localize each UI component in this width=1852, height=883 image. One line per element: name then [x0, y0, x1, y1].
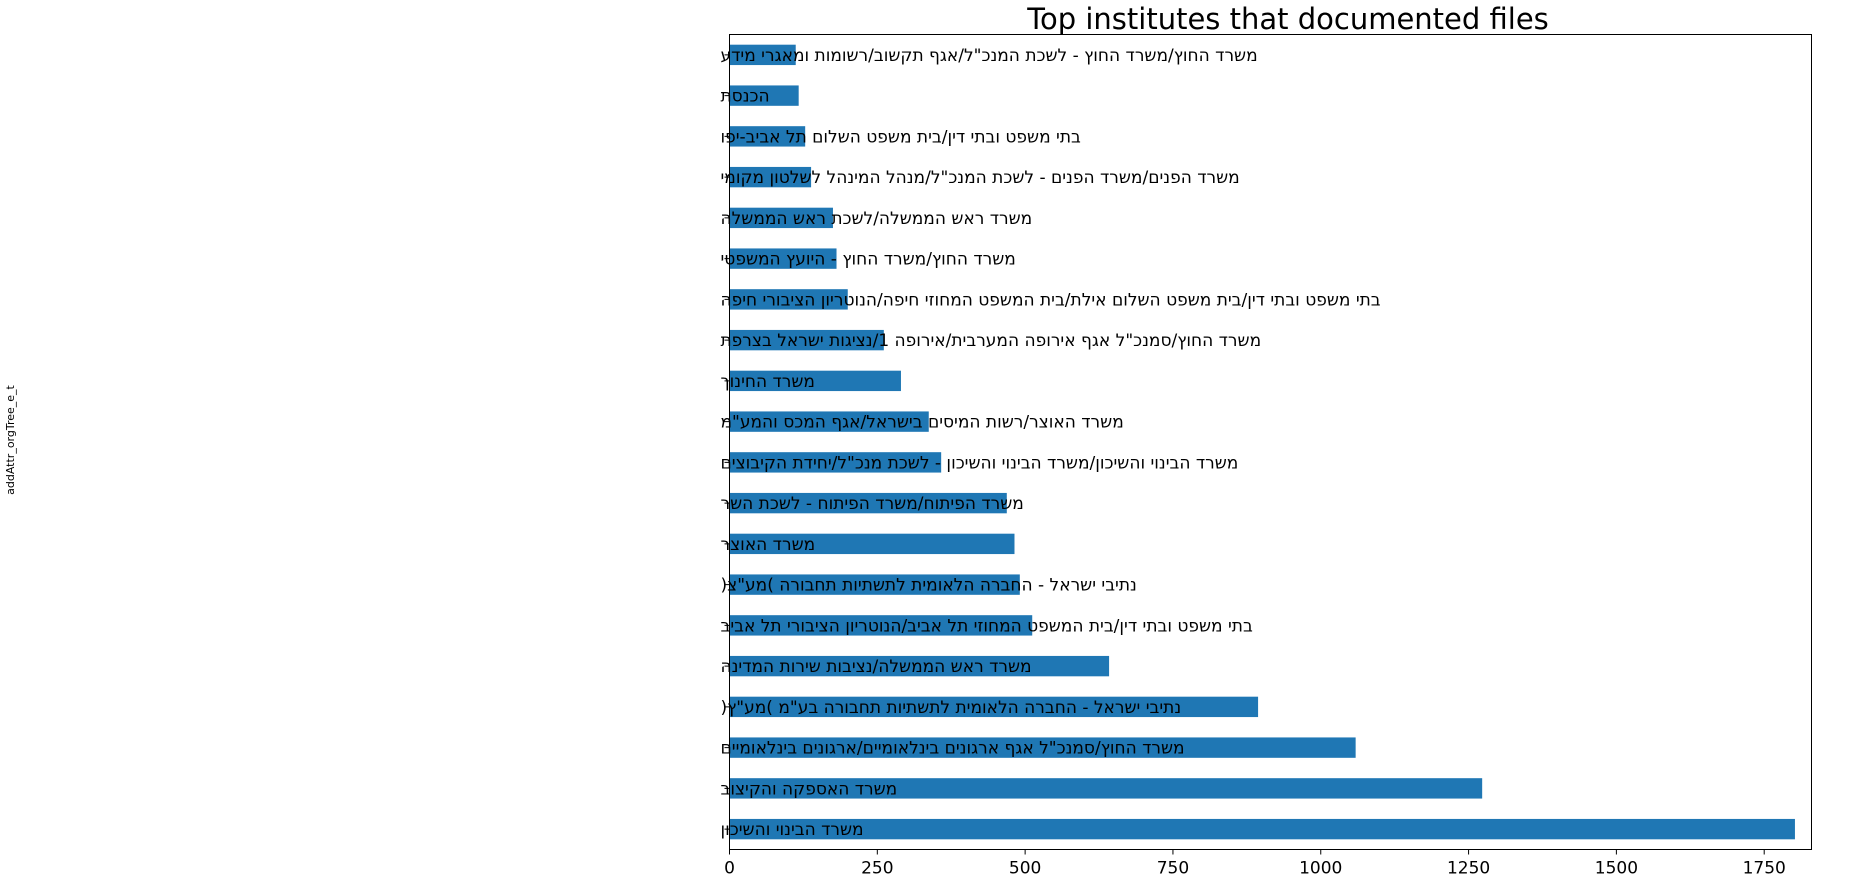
category-label: משרד החינוך: [721, 372, 815, 392]
bars-group: [729, 44, 1795, 840]
category-label: בתי משפט ובתי דין/בית המשפט המחוזי תל אב…: [721, 616, 1253, 636]
category-label: משרד החוץ/משרד החוץ - היועץ המשפטי: [721, 250, 1016, 270]
bar: [729, 370, 901, 392]
category-label: משרד החוץ/סמנכ"ל אגף ארגונים בינלאומיים/…: [721, 739, 1185, 759]
category-label: משרד הפנים/משרד הפנים - לשכת המנכ"ל/מנהל…: [721, 168, 1240, 188]
x-tick-label: 750: [1157, 859, 1189, 879]
bar: [729, 696, 1259, 718]
bar: [729, 615, 1033, 636]
bar: [729, 574, 1020, 595]
category-label: נתיבי ישראל - החברה הלאומית לתשתיות תחבו…: [721, 576, 1137, 596]
bar: [729, 44, 796, 66]
bar: [729, 778, 1483, 799]
bar: [729, 85, 799, 106]
x-tick-label: 1250: [1447, 859, 1490, 879]
category-label: משרד ראש הממשלה/לשכת ראש הממשלה: [721, 209, 1033, 229]
bar: [729, 248, 837, 269]
category-label: משרד החוץ/משרד החוץ - לשכת המנכ"ל/אגף תק…: [721, 46, 1258, 66]
chart-title: Top institutes that documented files: [1026, 2, 1549, 36]
category-label: משרד האוצר: [721, 535, 816, 555]
bar: [729, 166, 812, 188]
bar: [729, 492, 1007, 514]
category-label: בתי משפט ובתי דין/בית משפט השלום אילת/בי…: [721, 290, 1381, 310]
bar: [729, 655, 1110, 677]
bar: [729, 207, 833, 229]
category-label: נתיבי ישראל - החברה הלאומית לתשתיות תחבו…: [721, 698, 1182, 718]
bar: [729, 452, 942, 473]
bar: [729, 289, 848, 310]
category-label: הכנסת: [721, 87, 770, 107]
category-label: משרד הבינוי והשיכון/משרד הבינוי והשיכון …: [721, 453, 1239, 473]
x-tick-label: 0: [724, 859, 735, 879]
category-label: משרד הפיתוח/משרד הפיתוח - לשכת השר: [721, 494, 1024, 514]
x-axis-ticks: 0 250 500 750 1000 1250 1500 1750: [724, 849, 1786, 879]
bar: [729, 329, 884, 351]
category-labels: משרד החוץ/משרד החוץ - לשכת המנכ"ל/אגף תק…: [721, 46, 1381, 840]
x-tick-label: 1000: [1299, 859, 1342, 879]
category-label: בתי משפט ובתי דין/בית משפט השלום תל אביב…: [721, 127, 1082, 147]
category-label: משרד ראש הממשלה/נציבות שירות המדינה: [721, 657, 1032, 677]
bar: [729, 411, 929, 432]
x-tick-label: 1750: [1743, 859, 1786, 879]
bar: [729, 533, 1015, 555]
category-label: משרד האוצר/רשות המיסים בישראל/אגף המכס ו…: [721, 413, 1124, 433]
bar: [729, 126, 806, 147]
x-tick-label: 500: [1009, 859, 1041, 879]
x-tick-label: 250: [861, 859, 893, 879]
category-label: משרד האספקה והקיצוב: [721, 779, 898, 799]
y-axis-label: addAttr_orgTree_e_t: [4, 384, 17, 494]
category-label: משרד החוץ/סמנכ"ל אגף אירופה המערבית/אירו…: [721, 331, 1262, 351]
category-label: משרד הבינוי והשיכון: [721, 820, 864, 840]
bar: [729, 737, 1356, 758]
plot-frame: [729, 34, 1812, 850]
bar: [729, 818, 1795, 840]
x-tick-label: 1500: [1595, 859, 1638, 879]
